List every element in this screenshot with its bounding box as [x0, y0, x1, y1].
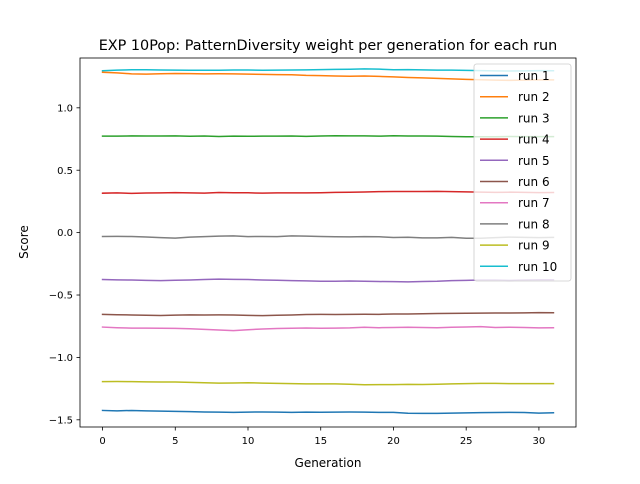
legend-label: run 4: [518, 133, 550, 147]
y-tick-label: 0.0: [57, 228, 73, 239]
x-tick-label: 20: [387, 436, 400, 447]
plot-frame: [79, 57, 577, 428]
x-tick-label: 5: [172, 436, 178, 447]
y-axis-label: Score: [17, 225, 31, 259]
y-tick-label: 1.0: [57, 103, 73, 114]
x-tick-label: 15: [314, 436, 327, 447]
legend-label: run 5: [518, 154, 550, 168]
x-tick-label: 10: [242, 436, 255, 447]
legend-label: run 6: [518, 175, 550, 189]
y-tick-label: 0.5: [57, 166, 73, 177]
legend-label: run 3: [518, 111, 550, 125]
x-tick-label: 25: [460, 436, 473, 447]
series-line-run-9: [101, 380, 555, 386]
series-line-run-1: [101, 409, 555, 415]
legend-label: run 10: [518, 260, 557, 274]
legend-label: run 9: [518, 239, 550, 253]
legend: run 1 run 2 run 3 run 4 run 5 run 6 run 7 run 8…: [473, 63, 572, 282]
x-tick-label: 30: [533, 436, 546, 447]
legend-label: run 2: [518, 90, 550, 104]
y-tick-label: −1.0: [49, 353, 73, 364]
x-tick-label: 0: [99, 436, 105, 447]
axes: 0 5 10 15 20 25 30 −1.5 −1.0 −0.5 0.0 0.5 1.0: [49, 57, 577, 447]
series-line-run-6: [101, 311, 555, 317]
series-line-run-7: [101, 325, 555, 332]
y-tick-label: −0.5: [49, 291, 73, 302]
legend-label: run 1: [518, 69, 550, 83]
chart-title: EXP 10Pop: PatternDiversity weight per g…: [99, 38, 558, 54]
legend-label: run 7: [518, 196, 550, 210]
legend-label: run 8: [518, 217, 550, 231]
y-tick-label: −1.5: [49, 415, 73, 426]
x-axis-label: Generation: [295, 456, 362, 470]
